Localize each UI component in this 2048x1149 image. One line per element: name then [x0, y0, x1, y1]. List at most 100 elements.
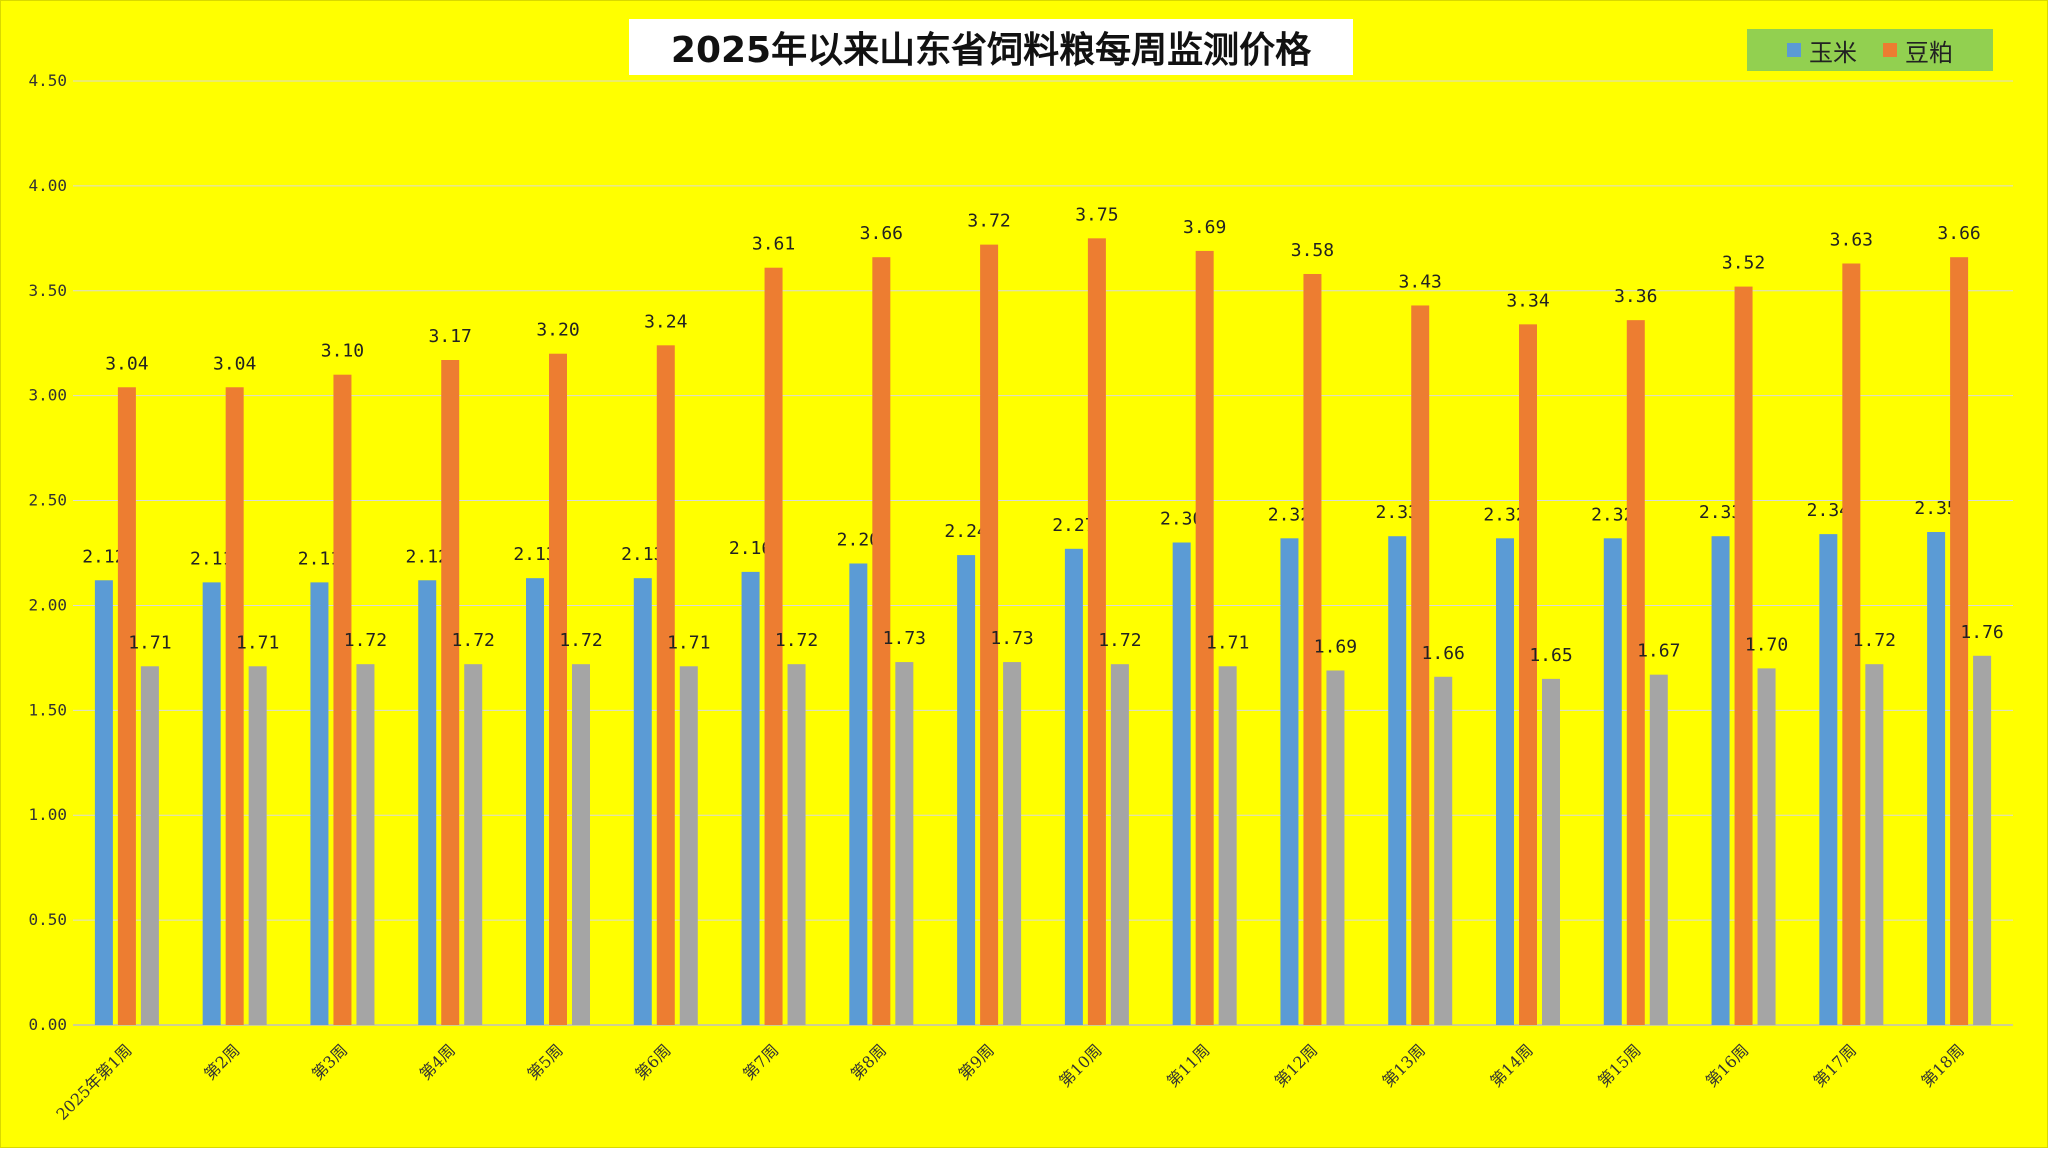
bar-soymeal: [1626, 320, 1645, 1025]
legend-label-corn: 玉米: [1809, 38, 1857, 67]
data-label-corn: 2.32: [1268, 504, 1311, 525]
bar-corn: [1388, 536, 1407, 1025]
data-label-soymeal: 3.63: [1830, 230, 1873, 251]
data-label-corn: 2.16: [729, 538, 772, 559]
bar-soymeal: [1087, 238, 1106, 1026]
y-tick-label: 2.00: [28, 595, 67, 614]
bar-third-series: [1110, 664, 1129, 1025]
data-label-third-series: 1.73: [883, 628, 926, 649]
bar-third-series: [679, 666, 698, 1025]
data-label-soymeal: 3.75: [1075, 204, 1118, 225]
bar-corn: [633, 578, 652, 1025]
y-tick-label: 4.00: [28, 176, 67, 195]
data-label-soymeal: 3.04: [105, 353, 148, 374]
data-label-third-series: 1.72: [452, 630, 495, 651]
bar-soymeal: [1734, 286, 1753, 1025]
bar-soymeal: [117, 387, 136, 1026]
data-label-corn: 2.33: [1699, 502, 1742, 523]
x-tick-label: 第18周: [1917, 1040, 1967, 1090]
bar-soymeal: [1195, 250, 1214, 1026]
legend-swatch-soymeal: [1883, 43, 1897, 57]
data-label-corn: 2.12: [82, 546, 125, 567]
x-tick-label: 第7周: [739, 1040, 782, 1083]
bar-third-series: [572, 664, 590, 1025]
data-label-corn: 2.35: [1914, 498, 1957, 519]
bar-third-series: [1542, 678, 1560, 1025]
data-label-corn: 2.20: [837, 529, 880, 550]
bar-corn: [310, 582, 329, 1025]
data-label-corn: 2.34: [1807, 500, 1850, 521]
data-label-corn: 2.13: [513, 544, 556, 565]
data-label-soymeal: 3.24: [644, 311, 687, 332]
data-label-third-series: 1.71: [236, 632, 279, 653]
bar-soymeal: [1950, 257, 1969, 1025]
bar-soymeal: [225, 387, 244, 1026]
bar-soymeal: [1519, 324, 1537, 1025]
x-tick-label: 第3周: [308, 1040, 351, 1083]
data-label-corn: 2.32: [1483, 504, 1526, 525]
data-label-third-series: 1.73: [990, 628, 1033, 649]
bar-third-series: [1218, 666, 1237, 1025]
bar-third-series: [356, 664, 375, 1025]
data-label-soymeal: 3.61: [752, 234, 795, 255]
data-label-third-series: 1.69: [1314, 636, 1357, 657]
bar-corn: [1280, 538, 1299, 1025]
data-label-corn: 2.24: [944, 521, 987, 542]
x-tick-label: 第8周: [847, 1040, 890, 1083]
x-tick-label: 第11周: [1163, 1040, 1213, 1090]
x-tick-label: 第6周: [631, 1040, 674, 1083]
data-label-third-series: 1.72: [775, 630, 818, 651]
y-tick-label: 0.50: [28, 910, 67, 929]
x-tick-label: 第12周: [1271, 1040, 1321, 1090]
x-tick-label: 第16周: [1702, 1040, 1752, 1090]
bar-corn: [202, 582, 221, 1025]
bar-corn: [741, 571, 760, 1025]
x-tick-label: 第2周: [200, 1040, 243, 1083]
bar-third-series: [787, 664, 806, 1025]
data-label-soymeal: 3.43: [1399, 271, 1442, 292]
y-tick-label: 4.50: [28, 71, 67, 90]
y-tick-label: 3.50: [28, 281, 67, 300]
bar-corn: [1927, 532, 1946, 1025]
data-label-third-series: 1.70: [1745, 634, 1788, 655]
bar-third-series: [1434, 676, 1453, 1025]
data-label-third-series: 1.72: [1098, 630, 1141, 651]
legend-item-soymeal: 豆粕: [1883, 33, 1953, 68]
data-label-soymeal: 3.58: [1291, 240, 1334, 261]
bar-third-series: [1757, 668, 1776, 1025]
bar-corn: [1819, 534, 1838, 1025]
bar-third-series: [140, 666, 159, 1025]
bar-soymeal: [1411, 305, 1430, 1025]
data-label-third-series: 1.72: [559, 630, 602, 651]
bar-third-series: [1865, 664, 1884, 1025]
bar-corn: [1064, 548, 1083, 1025]
data-label-third-series: 1.71: [1206, 632, 1249, 653]
bar-third-series: [248, 666, 267, 1025]
x-tick-label: 第5周: [524, 1040, 567, 1083]
data-label-corn: 2.11: [298, 548, 341, 569]
bar-soymeal: [441, 360, 460, 1025]
bar-corn: [418, 580, 437, 1025]
data-label-soymeal: 3.66: [1937, 223, 1980, 244]
bar-soymeal: [1842, 263, 1861, 1025]
data-label-corn: 2.13: [621, 544, 664, 565]
data-label-soymeal: 3.34: [1506, 290, 1549, 311]
data-label-soymeal: 3.17: [429, 326, 472, 347]
data-label-corn: 2.33: [1376, 502, 1419, 523]
bar-soymeal: [333, 374, 352, 1025]
bar-corn: [1603, 538, 1622, 1025]
data-label-soymeal: 3.20: [536, 320, 579, 341]
data-label-third-series: 1.65: [1529, 645, 1572, 666]
data-label-third-series: 1.66: [1422, 643, 1465, 664]
bar-soymeal: [549, 353, 567, 1025]
bar-corn: [526, 578, 544, 1025]
data-label-soymeal: 3.66: [860, 223, 903, 244]
x-tick-label: 2025年第1周: [52, 1040, 135, 1123]
data-label-soymeal: 3.52: [1722, 253, 1765, 274]
bar-corn: [94, 580, 113, 1025]
x-tick-label: 第9周: [955, 1040, 998, 1083]
data-label-soymeal: 3.10: [321, 341, 364, 362]
bar-third-series: [1326, 670, 1345, 1025]
